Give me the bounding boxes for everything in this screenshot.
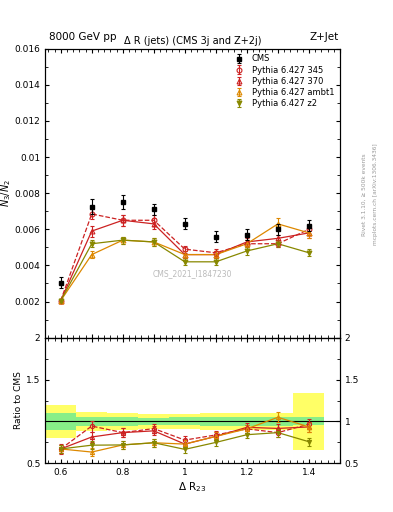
Bar <box>294 417 325 425</box>
Bar <box>76 412 107 431</box>
Bar <box>294 393 325 450</box>
Bar <box>45 405 76 438</box>
Bar <box>200 413 231 431</box>
Bar <box>107 413 138 431</box>
Bar <box>107 417 138 426</box>
Text: 8000 GeV pp: 8000 GeV pp <box>49 32 117 42</box>
Bar <box>76 417 107 426</box>
Title: Δ R (jets) (CMS 3j and Z+2j): Δ R (jets) (CMS 3j and Z+2j) <box>124 36 261 47</box>
Bar <box>138 414 169 429</box>
Y-axis label: $N_3 / N_2$: $N_3 / N_2$ <box>0 179 13 207</box>
Text: mcplots.cern.ch [arXiv:1306.3436]: mcplots.cern.ch [arXiv:1306.3436] <box>373 144 378 245</box>
Bar <box>169 417 200 425</box>
Legend: CMS, Pythia 6.427 345, Pythia 6.427 370, Pythia 6.427 ambt1, Pythia 6.427 z2: CMS, Pythia 6.427 345, Pythia 6.427 370,… <box>228 53 336 110</box>
Bar <box>231 413 263 431</box>
Bar <box>45 413 76 430</box>
Bar <box>231 417 263 426</box>
Bar <box>169 414 200 430</box>
Text: Rivet 3.1.10, ≥ 500k events: Rivet 3.1.10, ≥ 500k events <box>362 153 367 236</box>
Text: Z+Jet: Z+Jet <box>310 32 339 42</box>
X-axis label: Δ R$_{23}$: Δ R$_{23}$ <box>178 480 207 494</box>
Y-axis label: Ratio to CMS: Ratio to CMS <box>14 372 23 430</box>
Text: CMS_2021_I1847230: CMS_2021_I1847230 <box>153 270 232 279</box>
Bar <box>263 417 294 425</box>
Bar <box>138 418 169 425</box>
Bar <box>263 413 294 430</box>
Bar <box>200 417 231 426</box>
